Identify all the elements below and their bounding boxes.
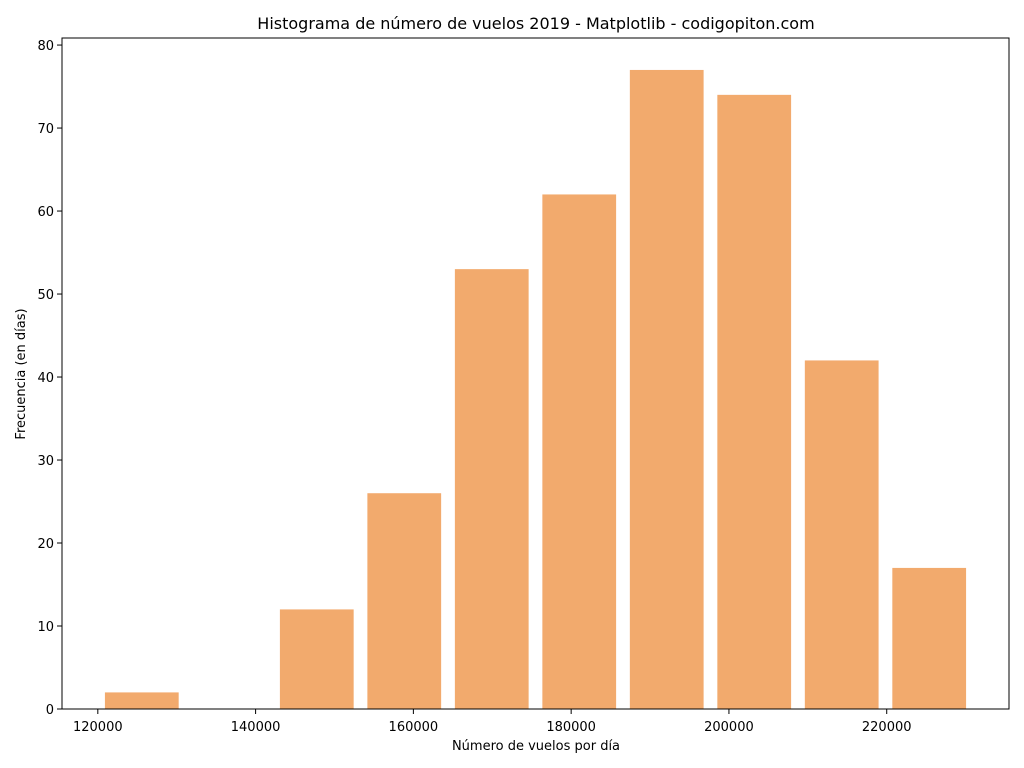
histogram-bar-5: [542, 194, 617, 709]
y-tick-label: 20: [37, 537, 54, 552]
y-tick-label: 10: [37, 620, 54, 635]
x-tick-label: 160000: [389, 720, 439, 735]
y-axis-title: Frecuencia (en días): [14, 308, 29, 439]
histogram-bar-3: [367, 493, 442, 709]
x-tick-label: 220000: [862, 720, 912, 735]
y-tick-label: 30: [37, 454, 54, 469]
histogram-bar-6: [629, 69, 704, 709]
x-tick-label: 140000: [231, 720, 281, 735]
histogram-bar-2: [279, 609, 354, 709]
y-tick-label: 70: [37, 122, 54, 137]
plot-frame: [61, 37, 1010, 710]
y-axis: 0 10 20 30 40 50 60 70 80: [37, 39, 62, 718]
histogram-bar-4: [454, 269, 529, 709]
histogram-bar-0: [104, 692, 179, 709]
bars-group: [104, 69, 967, 710]
x-tick-label: 180000: [546, 720, 596, 735]
y-tick-label: 80: [37, 39, 54, 54]
histogram-bar-8: [804, 360, 879, 709]
histogram-bar-7: [717, 94, 792, 710]
chart-title: Histograma de número de vuelos 2019 - Ma…: [257, 14, 814, 33]
x-tick-label: 120000: [73, 720, 123, 735]
x-axis-title: Número de vuelos por día: [452, 739, 620, 754]
y-tick-label: 60: [37, 205, 54, 220]
x-axis: 120000 140000 160000 180000 200000 220000: [73, 709, 912, 735]
y-tick-label: 50: [37, 288, 54, 303]
y-tick-label: 0: [46, 703, 54, 718]
x-tick-label: 200000: [704, 720, 754, 735]
y-tick-label: 40: [37, 371, 54, 386]
histogram-bar-9: [892, 567, 967, 709]
